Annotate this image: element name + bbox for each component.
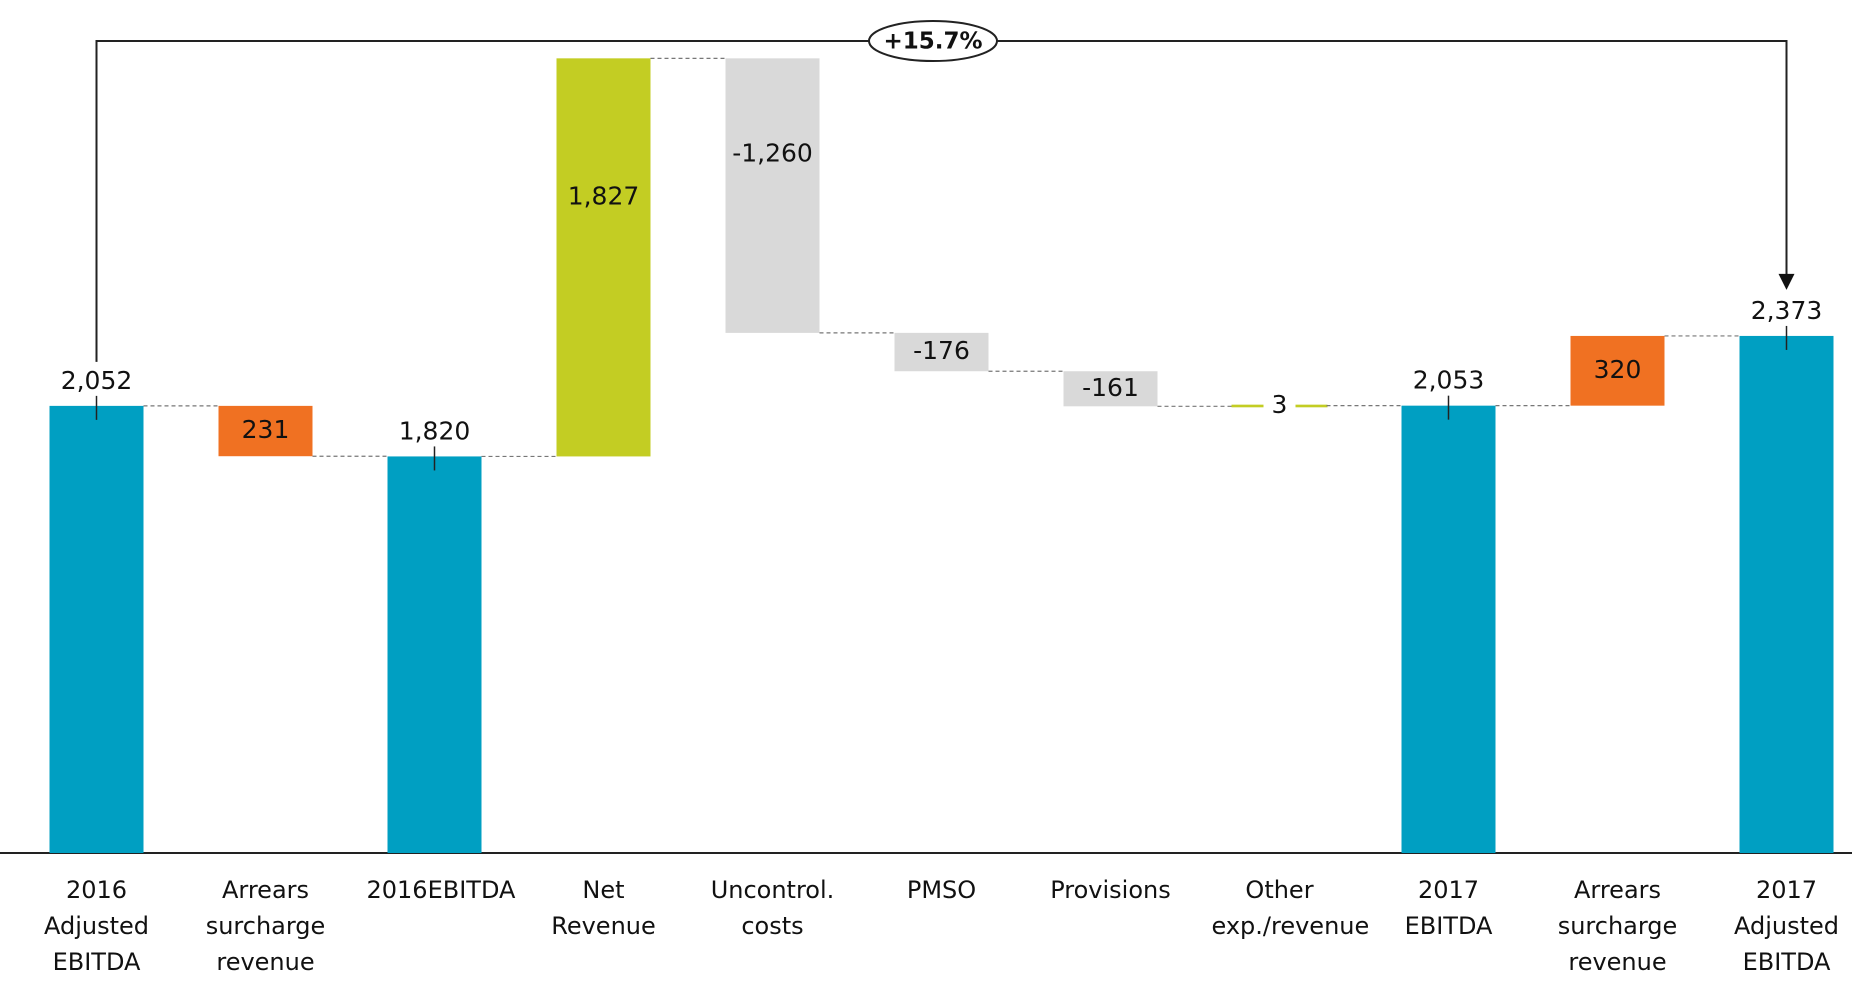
x-tick-label: 2016EBITDA <box>366 876 516 904</box>
value-label: 2,053 <box>1413 366 1485 395</box>
x-tick-label: Other exp./revenue <box>1211 876 1370 940</box>
value-label: 1,820 <box>399 416 471 445</box>
value-label: -161 <box>1082 373 1139 402</box>
bar <box>1570 335 1665 406</box>
bar <box>556 58 651 457</box>
x-tick-label: Arrears surcharge revenue <box>1557 876 1678 976</box>
chart: 2,052 231 1,820 1,827 -1,260 -176 -161 3 2,053 32… <box>0 20 1852 854</box>
value-label: -1,260 <box>732 138 813 167</box>
bar <box>218 405 313 457</box>
bar <box>1739 335 1834 853</box>
value-label: 2,373 <box>1751 296 1823 325</box>
x-tick-label: 2017 EBITDA <box>1404 876 1493 940</box>
value-label: 3 <box>1272 390 1288 419</box>
value-label: -176 <box>913 336 970 365</box>
bar <box>1063 371 1158 407</box>
x-tick-label: PMSO <box>906 876 977 904</box>
value-label: 1,827 <box>568 182 640 211</box>
bar <box>894 332 989 372</box>
value-label: 2,052 <box>61 366 133 395</box>
x-tick-label: Provisions <box>1050 876 1171 904</box>
annotation: +15.7% <box>883 29 982 55</box>
x-tick-label: Arrears surcharge revenue <box>205 876 326 976</box>
bar <box>387 456 482 853</box>
arrow-head <box>1778 273 1795 290</box>
x-tick-label: 2017 Adjusted EBITDA <box>1733 876 1840 976</box>
value-label: 231 <box>242 415 290 444</box>
x-tick-label: Uncontrol. costs <box>710 876 835 940</box>
bar <box>49 405 144 853</box>
bar <box>1401 405 1496 853</box>
label-bg <box>1263 391 1296 420</box>
x-tick-label: 2016 Adjusted EBITDA <box>43 876 150 976</box>
value-label: 320 <box>1594 355 1642 384</box>
bar <box>725 58 820 333</box>
x-tick-label: Net Revenue <box>551 876 656 940</box>
annotation-bubble <box>868 20 998 62</box>
bracket <box>95 40 1788 362</box>
